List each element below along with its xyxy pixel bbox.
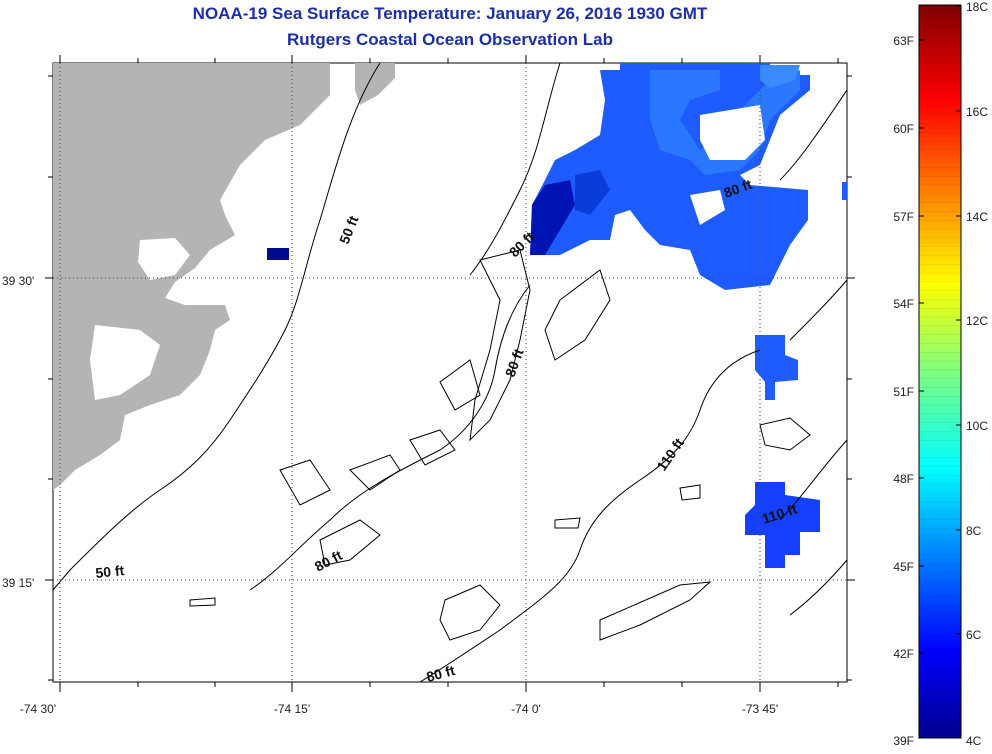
colorbar-f-label: 54F [893, 297, 914, 311]
colorbar-border [918, 4, 962, 739]
colorbar-c-label: 10C [966, 419, 988, 433]
colorbar-c-label: 18C [966, 0, 988, 14]
y-tick-label: 39 15' [2, 576, 34, 590]
colorbar-c-label: 14C [966, 210, 988, 224]
contour-label: 80 ft [425, 662, 457, 685]
colorbar-f-label: 60F [893, 122, 914, 136]
frame-ticks [45, 55, 855, 692]
x-tick-label: -74 15' [274, 702, 310, 716]
x-tick-label: -74 0' [511, 702, 541, 716]
colorbar-f-label: 51F [893, 385, 914, 399]
colorbar-c-label: 16C [966, 105, 988, 119]
x-tick-label: -73 45' [742, 702, 778, 716]
land-island [355, 63, 395, 105]
colorbar-ticks [919, 5, 961, 654]
colorbar-f-label: 45F [893, 560, 914, 574]
map-subtitle: Rutgers Coastal Ocean Observation Lab [287, 30, 613, 49]
sst-pixel-edge [842, 182, 847, 200]
sst-patch-south [745, 482, 820, 568]
colorbar-c-label: 8C [966, 524, 982, 538]
sst-patch-east [755, 335, 798, 400]
depth-contours [52, 62, 848, 683]
contour-label: 50 ft [95, 562, 126, 581]
colorbar-c-label: 12C [966, 314, 988, 328]
sst-patch-north [530, 63, 810, 290]
colorbar-f-label: 48F [893, 472, 914, 486]
land-white-bay [138, 238, 190, 280]
y-tick-label: 39 30' [2, 274, 34, 288]
colorbar-f-label: 42F [893, 647, 914, 661]
colorbar-f-label: 39F [893, 734, 914, 748]
colorbar-c-label: 4C [966, 734, 982, 748]
lat-lon-grid [53, 63, 847, 682]
sst-pixel-coastal [267, 248, 289, 260]
colorbar-f-label: 63F [893, 34, 914, 48]
x-tick-label: -74 30' [20, 702, 56, 716]
colorbar-c-label: 6C [966, 628, 982, 642]
colorbar-f-label: 57F [893, 210, 914, 224]
map-title: NOAA-19 Sea Surface Temperature: January… [192, 4, 708, 23]
land-white-inlet [90, 325, 160, 400]
